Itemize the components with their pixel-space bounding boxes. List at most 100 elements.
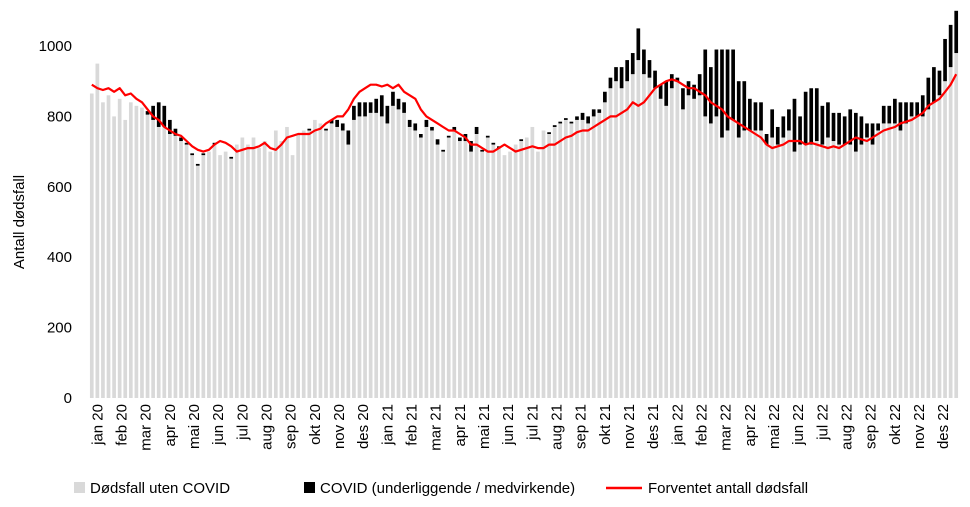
bar-covid [870,123,875,145]
bar-non-covid [273,130,278,399]
bar-covid [424,119,429,127]
bar-covid [519,139,524,142]
bar-non-covid [575,119,579,399]
bar-non-covid [742,130,747,399]
bar-non-covid [480,151,485,398]
bar-covid [385,105,390,124]
bar-non-covid [636,60,641,398]
bar-covid [642,49,646,75]
bar-non-covid [920,116,925,399]
bar-covid [837,112,841,145]
bar-covid [156,102,161,127]
bar-non-covid [831,141,836,399]
bar-non-covid [547,134,551,398]
x-tick-label: okt 21 [597,404,614,445]
bar-non-covid [128,102,133,398]
bar-non-covid [251,137,256,398]
bar-non-covid [792,151,797,398]
y-tick-label: 0 [64,390,72,407]
bar-non-covid [318,123,323,398]
bar-non-covid [474,134,479,398]
y-tick-label: 1000 [39,38,72,55]
x-tick-label: apr 20 [162,404,179,447]
bar-covid [681,88,685,110]
bar-non-covid [452,130,457,399]
bar-non-covid [301,130,306,399]
bar-covid [848,109,853,145]
bar-non-covid [279,141,284,399]
x-tick-label: nov 22 [911,404,928,449]
bar-non-covid [859,144,864,398]
bar-non-covid [664,105,669,398]
legend-label-expected: Forventet antall dødsfall [648,480,808,497]
x-tick-label: mar 21 [428,404,445,451]
bar-non-covid [826,137,830,398]
bar-non-covid [708,123,713,398]
bar-non-covid [915,116,920,399]
bar-covid [329,119,334,124]
bar-covid [647,60,652,78]
bar-covid [597,109,602,113]
y-axis-title: Antall dødsfall [11,175,28,269]
bar-non-covid [591,116,596,399]
bar-covid [625,60,630,82]
bar-non-covid [140,107,144,398]
bar-non-covid [714,116,719,399]
bar-covid [909,102,914,117]
bar-non-covid [848,144,853,398]
bar-covid [742,81,747,131]
bar-covid [731,49,735,120]
x-tick-label: jul 21 [524,404,541,441]
bar-covid [391,91,395,106]
bar-non-covid [647,77,652,399]
bar-non-covid [798,144,802,398]
bar-non-covid [865,137,869,398]
x-tick-label: jun 22 [790,404,807,446]
bar-covid [346,130,351,145]
bar-covid [809,88,814,145]
bar-covid [357,102,362,117]
bar-non-covid [580,119,585,399]
bar-non-covid [223,151,228,398]
bar-covid [898,102,903,131]
bar-non-covid [307,130,312,399]
bar-covid [608,77,613,89]
bar-covid [664,81,669,106]
bar-non-covid [446,137,451,398]
bar-covid [441,149,445,152]
x-tick-label: aug 21 [549,404,566,450]
bar-covid [452,126,457,131]
bar-non-covid [368,112,373,398]
bar-covid [820,105,825,145]
bar-non-covid [809,144,814,398]
x-tick-label: sep 20 [283,404,300,449]
bar-covid [603,91,607,103]
bar-non-covid [268,151,273,398]
bar-covid [881,105,886,124]
bar-covid [474,126,479,134]
x-tick-label: nov 21 [621,404,638,449]
x-tick-label: sep 21 [573,404,590,449]
bar-non-covid [112,116,116,399]
x-tick-label: jan 22 [669,404,686,446]
bar-non-covid [162,126,167,399]
legend-swatch-covid [304,482,315,493]
bar-non-covid [842,144,847,398]
bar-non-covid [357,116,362,399]
bar-non-covid [948,67,953,399]
bar-non-covid [837,144,841,398]
bar-non-covid [134,105,139,398]
bar-non-covid [625,81,630,398]
expected-line-group [91,73,958,153]
bar-non-covid [653,88,657,399]
bar-non-covid [218,155,222,398]
y-tick-label: 800 [47,108,72,125]
bar-covid [725,49,730,131]
bar-non-covid [179,141,183,399]
bar-covid [491,142,496,145]
bar-covid [201,153,206,156]
x-tick-label: jul 22 [814,404,831,441]
legend: Dødsfall uten COVID COVID (underliggende… [74,480,808,497]
bar-non-covid [530,126,535,399]
bar-non-covid [552,126,557,399]
